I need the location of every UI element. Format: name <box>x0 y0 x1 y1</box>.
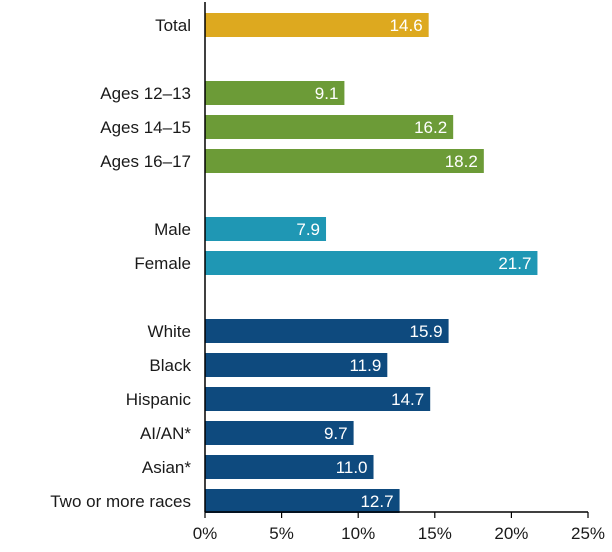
x-tick-label: 15% <box>418 524 452 543</box>
x-tick-label: 25% <box>571 524 605 543</box>
value-label: 9.1 <box>315 84 339 103</box>
value-label: 15.9 <box>409 322 442 341</box>
category-label: Ages 12–13 <box>100 84 191 103</box>
value-label: 14.6 <box>390 16 423 35</box>
value-label: 14.7 <box>391 390 424 409</box>
category-label: Ages 16–17 <box>100 152 191 171</box>
value-label: 16.2 <box>414 118 447 137</box>
bar <box>205 115 454 139</box>
category-label: Asian* <box>142 458 192 477</box>
category-label: Ages 14–15 <box>100 118 191 137</box>
bar <box>205 81 345 105</box>
category-label: Total <box>155 16 191 35</box>
category-label: White <box>148 322 191 341</box>
category-label: Male <box>154 220 191 239</box>
bar <box>205 251 538 275</box>
value-label: 11.0 <box>336 458 368 477</box>
x-tick-label: 5% <box>269 524 294 543</box>
category-label: Black <box>149 356 191 375</box>
bar <box>205 387 431 411</box>
category-label: AI/AN* <box>140 424 191 443</box>
bar <box>205 13 429 37</box>
category-label: Two or more races <box>50 492 191 511</box>
value-label: 9.7 <box>324 424 348 443</box>
x-tick-label: 0% <box>193 524 218 543</box>
bar <box>205 149 484 173</box>
value-label: 12.7 <box>360 492 393 511</box>
x-tick-label: 10% <box>341 524 375 543</box>
category-label: Hispanic <box>126 390 192 409</box>
value-label: 21.7 <box>498 254 531 273</box>
value-label: 18.2 <box>445 152 478 171</box>
bar <box>205 421 354 445</box>
category-label: Female <box>134 254 191 273</box>
value-label: 7.9 <box>296 220 320 239</box>
bar <box>205 217 327 241</box>
bar <box>205 353 388 377</box>
value-label: 11.9 <box>349 356 381 375</box>
bar <box>205 319 449 343</box>
x-tick-label: 20% <box>494 524 528 543</box>
bar <box>205 489 400 513</box>
bar <box>205 455 374 479</box>
